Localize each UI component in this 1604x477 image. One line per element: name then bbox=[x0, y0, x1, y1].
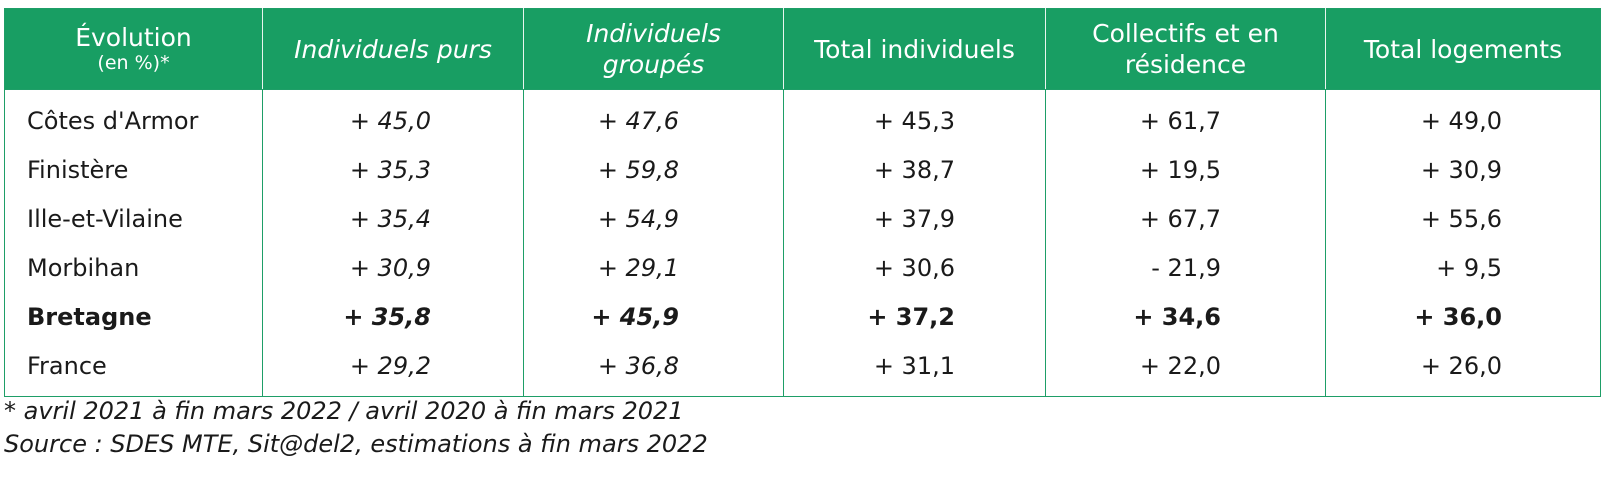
cell-total-individuels: + 45,3 bbox=[783, 89, 1046, 145]
housing-evolution-table: Évolution (en %)* Individuels purs Indiv… bbox=[4, 8, 1601, 397]
cell-total-logements: + 9,5 bbox=[1325, 243, 1601, 292]
cell-total-individuels: + 37,2 bbox=[783, 292, 1046, 341]
table-row: France + 29,2 + 36,8 + 31,1 + 22,0 + 26,… bbox=[4, 341, 1601, 397]
cell-total-logements: + 30,9 bbox=[1325, 145, 1601, 194]
cell-total-logements: + 49,0 bbox=[1325, 89, 1601, 145]
cell-collectifs: + 34,6 bbox=[1045, 292, 1326, 341]
cell-individuels-groupes: + 47,6 bbox=[523, 89, 784, 145]
header-collectifs-line1: Collectifs et en bbox=[1092, 19, 1279, 48]
cell-individuels-groupes: + 45,9 bbox=[523, 292, 784, 341]
header-individuels-groupes-line2: groupés bbox=[602, 50, 705, 79]
row-label: France bbox=[4, 341, 263, 397]
table-row: Finistère + 35,3 + 59,8 + 38,7 + 19,5 + … bbox=[4, 145, 1601, 194]
cell-collectifs: + 61,7 bbox=[1045, 89, 1326, 145]
cell-total-individuels: + 38,7 bbox=[783, 145, 1046, 194]
cell-total-logements: + 26,0 bbox=[1325, 341, 1601, 397]
footnote-source: Source : SDES MTE, Sit@del2, estimations… bbox=[4, 430, 708, 458]
cell-individuels-purs: + 35,3 bbox=[262, 145, 524, 194]
cell-individuels-groupes: + 54,9 bbox=[523, 194, 784, 243]
header-individuels-groupes-line1: Individuels bbox=[586, 19, 721, 48]
cell-collectifs: - 21,9 bbox=[1045, 243, 1326, 292]
table-row: Morbihan + 30,9 + 29,1 + 30,6 - 21,9 + 9… bbox=[4, 243, 1601, 292]
cell-individuels-purs: + 29,2 bbox=[262, 341, 524, 397]
cell-individuels-purs: + 30,9 bbox=[262, 243, 524, 292]
row-label: Morbihan bbox=[4, 243, 263, 292]
header-total-individuels: Total individuels bbox=[783, 8, 1046, 90]
row-label: Ille-et-Vilaine bbox=[4, 194, 263, 243]
cell-total-individuels: + 31,1 bbox=[783, 341, 1046, 397]
table-row: Côtes d'Armor + 45,0 + 47,6 + 45,3 + 61,… bbox=[4, 89, 1601, 145]
cell-individuels-purs: + 35,8 bbox=[262, 292, 524, 341]
cell-individuels-groupes: + 29,1 bbox=[523, 243, 784, 292]
header-evolution-unit: (en %)* bbox=[97, 52, 170, 74]
header-individuels-groupes: Individuels groupés bbox=[523, 8, 784, 90]
row-label: Côtes d'Armor bbox=[4, 89, 263, 145]
row-label: Finistère bbox=[4, 145, 263, 194]
cell-collectifs: + 19,5 bbox=[1045, 145, 1326, 194]
table-row-highlight: Bretagne + 35,8 + 45,9 + 37,2 + 34,6 + 3… bbox=[4, 292, 1601, 341]
footnote-period: * avril 2021 à fin mars 2022 / avril 202… bbox=[4, 397, 684, 425]
cell-total-logements: + 55,6 bbox=[1325, 194, 1601, 243]
cell-individuels-purs: + 45,0 bbox=[262, 89, 524, 145]
header-collectifs-line2: résidence bbox=[1124, 50, 1247, 79]
cell-collectifs: + 67,7 bbox=[1045, 194, 1326, 243]
header-total-logements: Total logements bbox=[1325, 8, 1601, 90]
header-individuels-purs: Individuels purs bbox=[262, 8, 524, 90]
cell-collectifs: + 22,0 bbox=[1045, 341, 1326, 397]
cell-total-individuels: + 37,9 bbox=[783, 194, 1046, 243]
row-label: Bretagne bbox=[4, 292, 263, 341]
header-evolution: Évolution (en %)* bbox=[4, 8, 263, 90]
cell-individuels-groupes: + 59,8 bbox=[523, 145, 784, 194]
cell-individuels-purs: + 35,4 bbox=[262, 194, 524, 243]
table-row: Ille-et-Vilaine + 35,4 + 54,9 + 37,9 + 6… bbox=[4, 194, 1601, 243]
cell-total-individuels: + 30,6 bbox=[783, 243, 1046, 292]
header-evolution-label: Évolution bbox=[75, 23, 192, 52]
cell-individuels-groupes: + 36,8 bbox=[523, 341, 784, 397]
cell-total-logements: + 36,0 bbox=[1325, 292, 1601, 341]
header-collectifs: Collectifs et en résidence bbox=[1045, 8, 1326, 90]
header-row: Évolution (en %)* Individuels purs Indiv… bbox=[4, 8, 1601, 90]
